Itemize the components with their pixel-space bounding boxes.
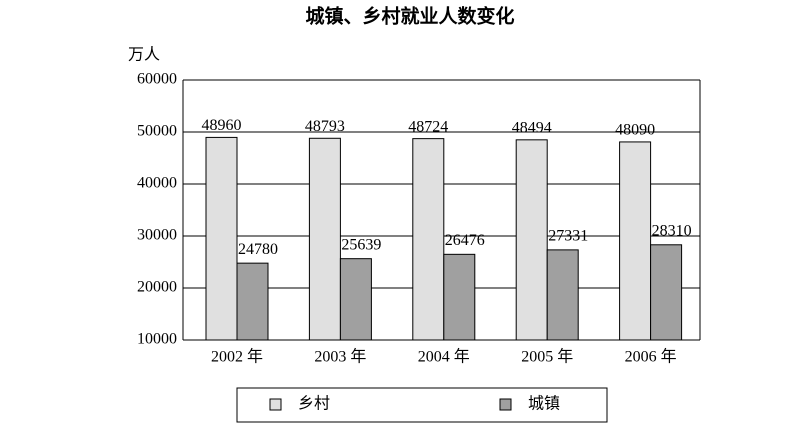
legend-swatch (269, 398, 282, 411)
data-label: 28310 (652, 222, 692, 239)
legend-box (236, 387, 608, 423)
data-label: 26476 (445, 232, 485, 249)
data-label: 27331 (548, 228, 588, 245)
x-tick-label: 2003 年 (314, 348, 366, 366)
legend-label: 城镇 (528, 395, 560, 413)
chart-title: 城镇、乡村就业人数变化 (305, 4, 514, 27)
x-tick-label: 2005 年 (521, 348, 573, 366)
bar (339, 258, 372, 341)
y-tick-label: 20000 (137, 279, 177, 296)
bar (308, 137, 341, 341)
legend-swatch (499, 398, 512, 411)
y-tick-label: 60000 (137, 71, 177, 88)
bar (236, 262, 269, 341)
data-label: 48494 (512, 120, 552, 137)
bar (205, 136, 238, 341)
x-tick-label: 2006 年 (625, 348, 677, 366)
data-label: 48090 (615, 122, 655, 139)
bar (619, 141, 652, 341)
bar (412, 138, 445, 341)
y-tick-label: 40000 (137, 175, 177, 192)
data-label: 48960 (202, 117, 242, 134)
y-axis-label: 万人 (128, 46, 160, 64)
y-tick-label: 30000 (137, 227, 177, 244)
y-tick-label: 10000 (137, 331, 177, 348)
x-tick-label: 2002 年 (211, 348, 263, 366)
data-label: 25639 (341, 236, 381, 253)
legend-label: 乡村 (298, 395, 330, 413)
bar (650, 244, 683, 341)
bar (443, 253, 476, 341)
x-tick-label: 2004 年 (418, 348, 470, 366)
data-label: 48724 (408, 118, 448, 135)
y-tick-label: 50000 (137, 123, 177, 140)
bar (546, 249, 579, 341)
data-label: 48793 (305, 118, 345, 135)
bar (515, 139, 548, 341)
data-label: 24780 (238, 241, 278, 258)
